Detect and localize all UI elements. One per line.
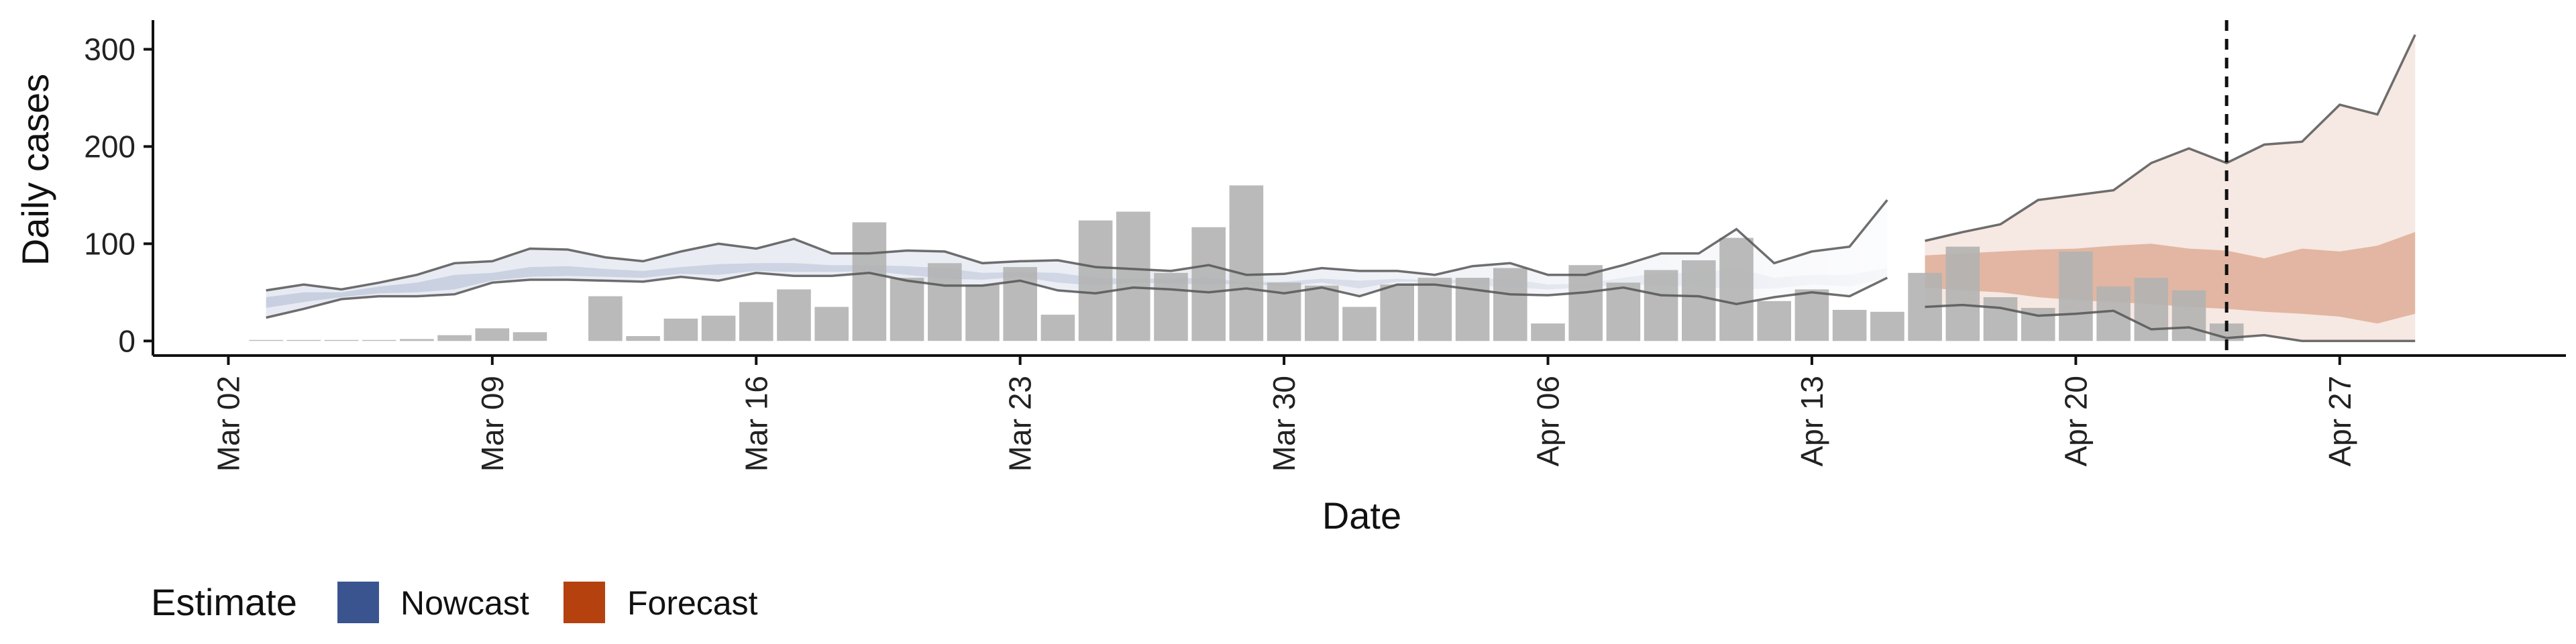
y-tick-label: 0 (118, 323, 136, 358)
y-axis-ticks: 0 100 200 300 (84, 32, 153, 358)
case-bar (1078, 220, 1113, 341)
case-bar (928, 263, 962, 341)
case-bar (1342, 307, 1377, 341)
case-bar (1003, 267, 1037, 341)
legend: Estimate Nowcast Forecast (151, 581, 758, 623)
axes (152, 20, 2566, 357)
x-tick-label: Apr 13 (1794, 376, 1829, 467)
legend-swatch-nowcast (337, 582, 379, 623)
y-tick-label: 200 (84, 129, 136, 164)
case-bar (1832, 309, 1867, 341)
case-bar (249, 339, 283, 341)
case-bar (965, 284, 1000, 341)
case-bar (1945, 246, 1980, 341)
x-tick-label: Mar 02 (211, 376, 246, 472)
case-bar (1229, 185, 1264, 341)
forecast-90pct-band (1925, 34, 2416, 341)
nowcast-upper-line (266, 199, 1888, 292)
case-bar (286, 339, 321, 341)
case-bar (1493, 268, 1527, 341)
x-tick-label: Mar 30 (1267, 376, 1301, 472)
forecast-50pct-band (1925, 231, 2416, 324)
case-bar (852, 222, 887, 341)
case-bar (588, 296, 623, 341)
case-bar (1794, 289, 1829, 341)
case-bar (2171, 290, 2206, 341)
case-bar (1417, 278, 1452, 341)
x-tick-label: Apr 06 (1531, 376, 1566, 467)
x-tick-label: Mar 09 (475, 376, 510, 472)
case-bar (1040, 315, 1075, 341)
case-bar (513, 332, 547, 341)
y-tick-label: 300 (84, 32, 136, 66)
case-bar (1568, 265, 1603, 341)
case-bar (1757, 301, 1791, 341)
case-bar (437, 335, 472, 341)
case-bar (1719, 237, 1754, 341)
x-tick-label: Apr 27 (2322, 376, 2357, 467)
case-bar (739, 302, 773, 341)
case-bar (626, 336, 660, 341)
case-bar (890, 278, 924, 341)
x-tick-label: Apr 20 (2058, 376, 2093, 467)
case-bar (1380, 284, 1414, 341)
case-bar (2059, 251, 2093, 341)
case-bar (1682, 260, 1716, 341)
case-bar (1154, 272, 1188, 341)
legend-title: Estimate (151, 581, 297, 623)
legend-label-nowcast: Nowcast (400, 584, 529, 622)
case-bar (701, 315, 736, 341)
nowcast-lower-line (266, 272, 1888, 319)
y-tick-label: 100 (84, 226, 136, 261)
case-bar (324, 339, 359, 341)
observed-case-bars (249, 185, 2244, 341)
case-bar (475, 328, 510, 341)
interval-boundary-lines (266, 34, 2416, 343)
x-axis-title: Date (1322, 494, 1401, 537)
case-bar (400, 339, 434, 341)
case-bar (1191, 227, 1226, 341)
y-axis-title: Daily cases (14, 74, 56, 266)
x-tick-label: Mar 16 (739, 376, 773, 472)
case-bar (663, 318, 698, 341)
case-bar (1606, 282, 1641, 341)
x-axis-ticks: Mar 02 Mar 09 Mar 16 Mar 23 Mar 30 Apr 06 Apr … (211, 356, 2357, 472)
legend-label-forecast: Forecast (627, 584, 758, 622)
case-bar (2134, 278, 2169, 341)
forecast-lower-line (1925, 303, 2416, 343)
case-bar (1531, 323, 1565, 341)
case-bar (1116, 211, 1150, 341)
case-bar (1983, 297, 2018, 341)
case-bar (814, 307, 849, 341)
case-bar (777, 289, 811, 341)
nowcast-50pct-band (266, 263, 1888, 308)
case-bar (1644, 270, 1678, 341)
case-bar (362, 339, 396, 341)
forecast-upper-line (1925, 34, 2416, 242)
case-bar (2096, 286, 2131, 341)
legend-swatch-forecast (564, 582, 605, 623)
case-bar (1305, 285, 1339, 341)
case-bar (1870, 311, 1904, 341)
x-tick-label: Mar 23 (1003, 376, 1038, 472)
